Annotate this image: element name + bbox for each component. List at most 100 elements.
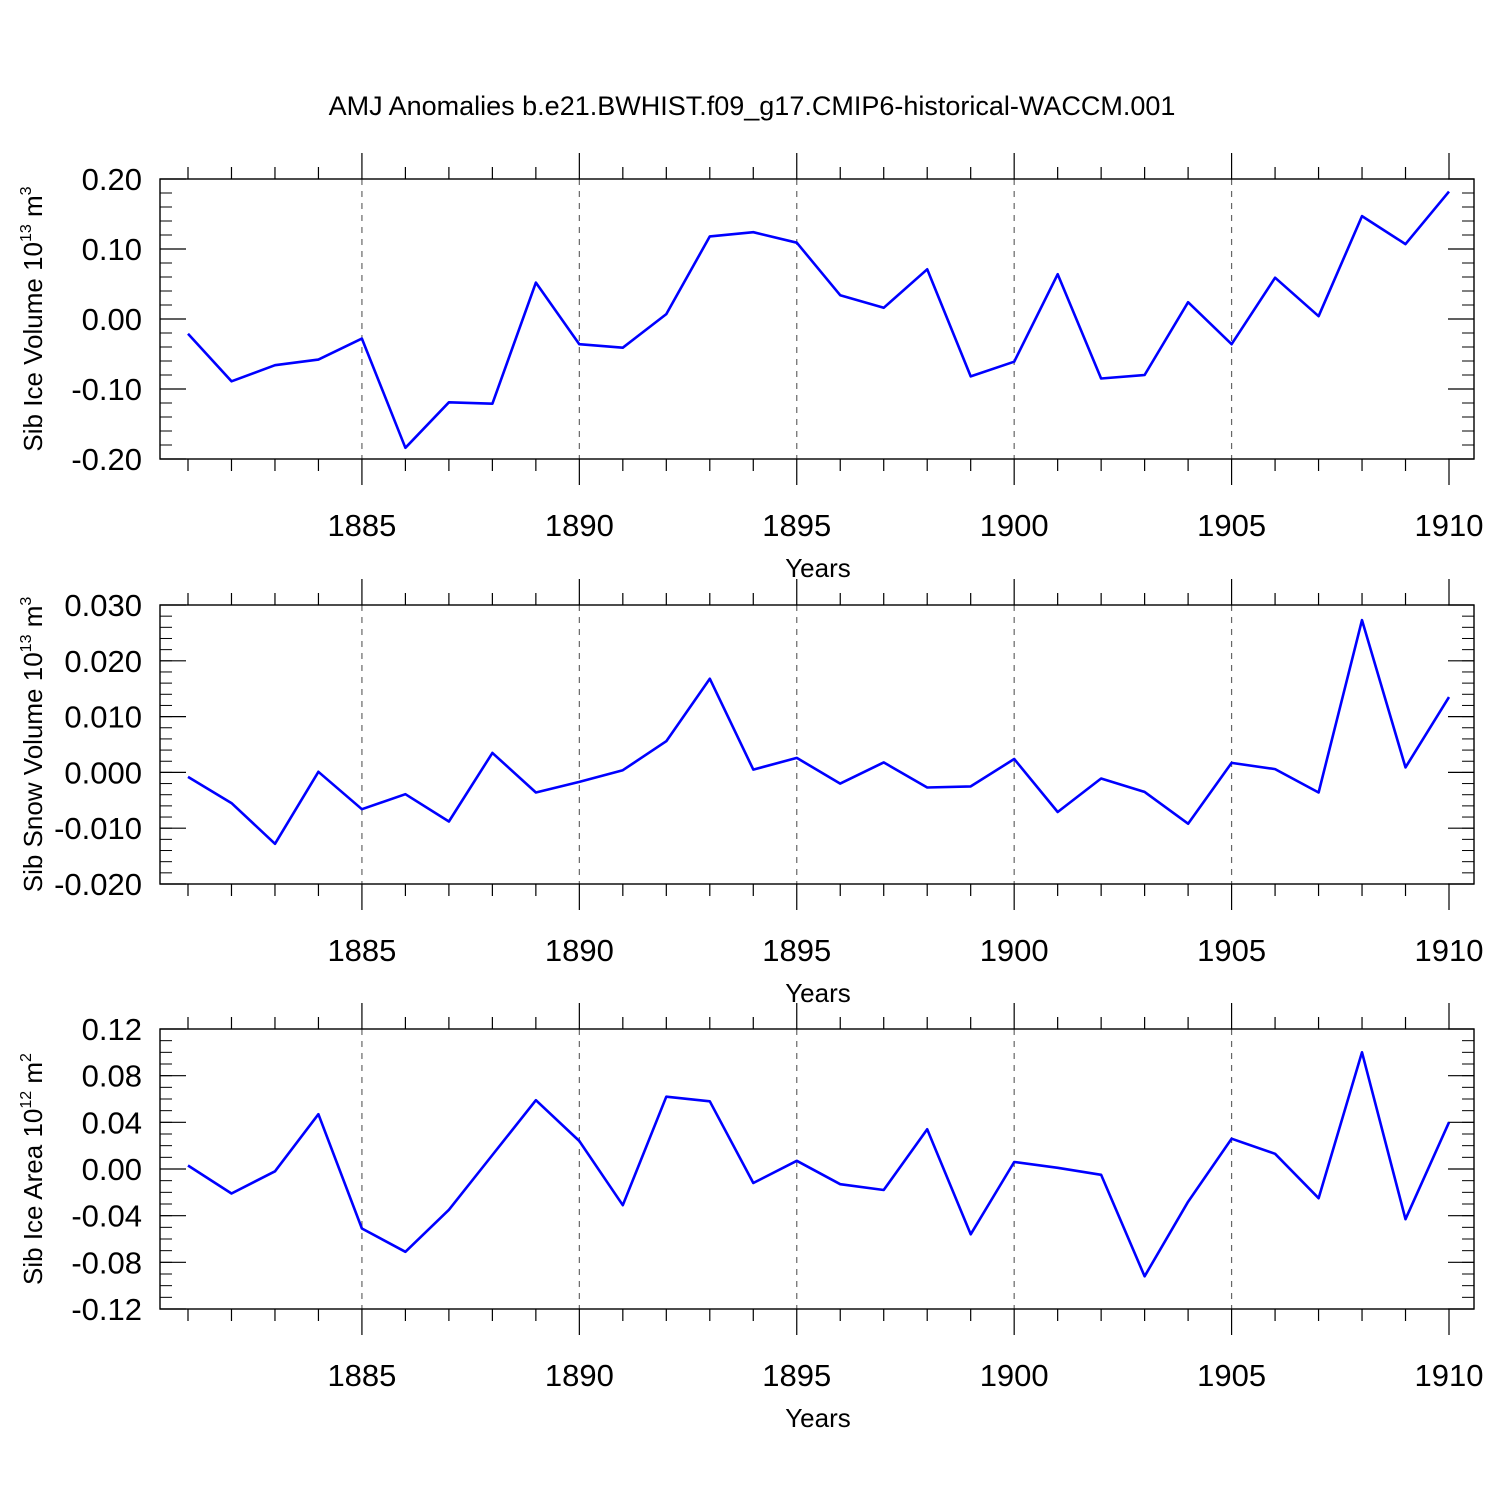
data-point <box>1273 276 1277 280</box>
data-point <box>447 400 451 404</box>
data-point <box>186 1164 190 1168</box>
data-point <box>273 363 277 367</box>
x-axis-label: Years <box>785 553 851 583</box>
data-point <box>1360 1050 1364 1054</box>
data-point <box>490 1153 494 1157</box>
data-point <box>1143 1274 1147 1278</box>
data-point <box>708 234 712 238</box>
data-point <box>1317 1196 1321 1200</box>
data-point <box>1230 1137 1234 1141</box>
data-point <box>403 1250 407 1254</box>
data-point <box>360 1227 364 1231</box>
data-point <box>795 241 799 245</box>
y-tick-label: -0.04 <box>71 1199 142 1234</box>
data-point <box>1099 377 1103 381</box>
data-point <box>534 790 538 794</box>
data-point <box>925 267 929 271</box>
data-point <box>1012 360 1016 364</box>
x-tick-label: 1900 <box>980 508 1049 543</box>
data-point <box>490 402 494 406</box>
data-point <box>360 337 364 341</box>
x-tick-label: 1895 <box>762 1358 831 1393</box>
y-tick-label: 0.12 <box>82 1012 142 1047</box>
chart-panel-1: 1885 1890 1895 1900 1905 1910 -0.20 -0.10 0.00 0.… <box>18 153 1483 583</box>
data-point <box>534 1098 538 1102</box>
x-tick-label: 1885 <box>327 933 396 968</box>
data-point <box>186 332 190 336</box>
data-point <box>882 1188 886 1192</box>
data-point <box>534 281 538 285</box>
data-point <box>1056 272 1060 276</box>
data-point <box>1099 1173 1103 1177</box>
x-tick-label: 1910 <box>1415 1358 1484 1393</box>
data-point <box>969 784 973 788</box>
y-axis-label: Sib Ice Area 1012 m2 <box>18 1053 48 1285</box>
data-point <box>316 1112 320 1116</box>
data-point <box>838 782 842 786</box>
data-point <box>1186 300 1190 304</box>
data-point <box>925 785 929 789</box>
data-point <box>795 1159 799 1163</box>
plot-frame <box>159 604 1475 885</box>
data-point <box>1273 1152 1277 1156</box>
y-tick-label: 0.10 <box>82 232 142 267</box>
data-point <box>1143 790 1147 794</box>
data-point <box>621 1203 625 1207</box>
y-tick-label: -0.08 <box>71 1245 142 1280</box>
y-tick-label: 0.010 <box>64 700 142 735</box>
series-line <box>187 1051 1451 1278</box>
x-tick-label: 1905 <box>1197 508 1266 543</box>
data-point <box>1099 777 1103 781</box>
data-point <box>1273 767 1277 771</box>
y-tick-label: 0.20 <box>82 162 142 197</box>
data-point <box>751 1181 755 1185</box>
data-point <box>1317 314 1321 318</box>
data-point <box>577 780 581 784</box>
data-point <box>708 1099 712 1103</box>
x-tick-label: 1885 <box>327 508 396 543</box>
chart-title: AMJ Anomalies b.e21.BWHIST.f09_g17.CMIP6… <box>329 91 1176 121</box>
data-point <box>1317 790 1321 794</box>
plot-frame <box>159 178 1475 460</box>
x-axis-label: Years <box>785 1403 851 1433</box>
data-point <box>664 1095 668 1099</box>
data-point <box>664 739 668 743</box>
data-point <box>1404 765 1408 769</box>
x-tick-label: 1900 <box>980 1358 1049 1393</box>
x-tick-label: 1905 <box>1197 933 1266 968</box>
x-axis-label: Years <box>785 978 851 1008</box>
data-point <box>577 1139 581 1143</box>
data-point <box>577 342 581 346</box>
x-tick-label: 1895 <box>762 508 831 543</box>
data-point <box>273 842 277 846</box>
plot-frame <box>159 1028 1475 1310</box>
data-point <box>229 379 233 383</box>
data-point <box>882 760 886 764</box>
data-point <box>360 807 364 811</box>
chart-panel-2: 1885 1890 1895 1900 1905 1910 -0.020 -0.010 0.00… <box>18 579 1483 1008</box>
data-point <box>1230 342 1234 346</box>
data-point <box>838 293 842 297</box>
data-point <box>1056 810 1060 814</box>
y-tick-label: 0.04 <box>82 1105 142 1140</box>
data-point <box>1186 1200 1190 1204</box>
data-point <box>925 1127 929 1131</box>
data-point <box>621 346 625 350</box>
data-point <box>969 374 973 378</box>
y-tick-label: -0.010 <box>54 811 142 846</box>
y-tick-label: -0.20 <box>71 442 142 477</box>
y-tick-label: -0.10 <box>71 372 142 407</box>
series-line <box>187 618 1451 846</box>
chart-panel-3: 1885 1890 1895 1900 1905 1910 -0.12 -0.08 -0.04 0… <box>18 1003 1483 1433</box>
data-point <box>1143 373 1147 377</box>
y-axis-label: Sib Ice Volume 1013 m3 <box>18 186 48 451</box>
data-point <box>1360 214 1364 218</box>
data-point <box>447 820 451 824</box>
data-point <box>751 768 755 772</box>
x-tick-label: 1910 <box>1415 933 1484 968</box>
data-point <box>621 768 625 772</box>
data-point <box>1360 618 1364 622</box>
series-line <box>187 190 1451 450</box>
x-tick-label: 1900 <box>980 933 1049 968</box>
